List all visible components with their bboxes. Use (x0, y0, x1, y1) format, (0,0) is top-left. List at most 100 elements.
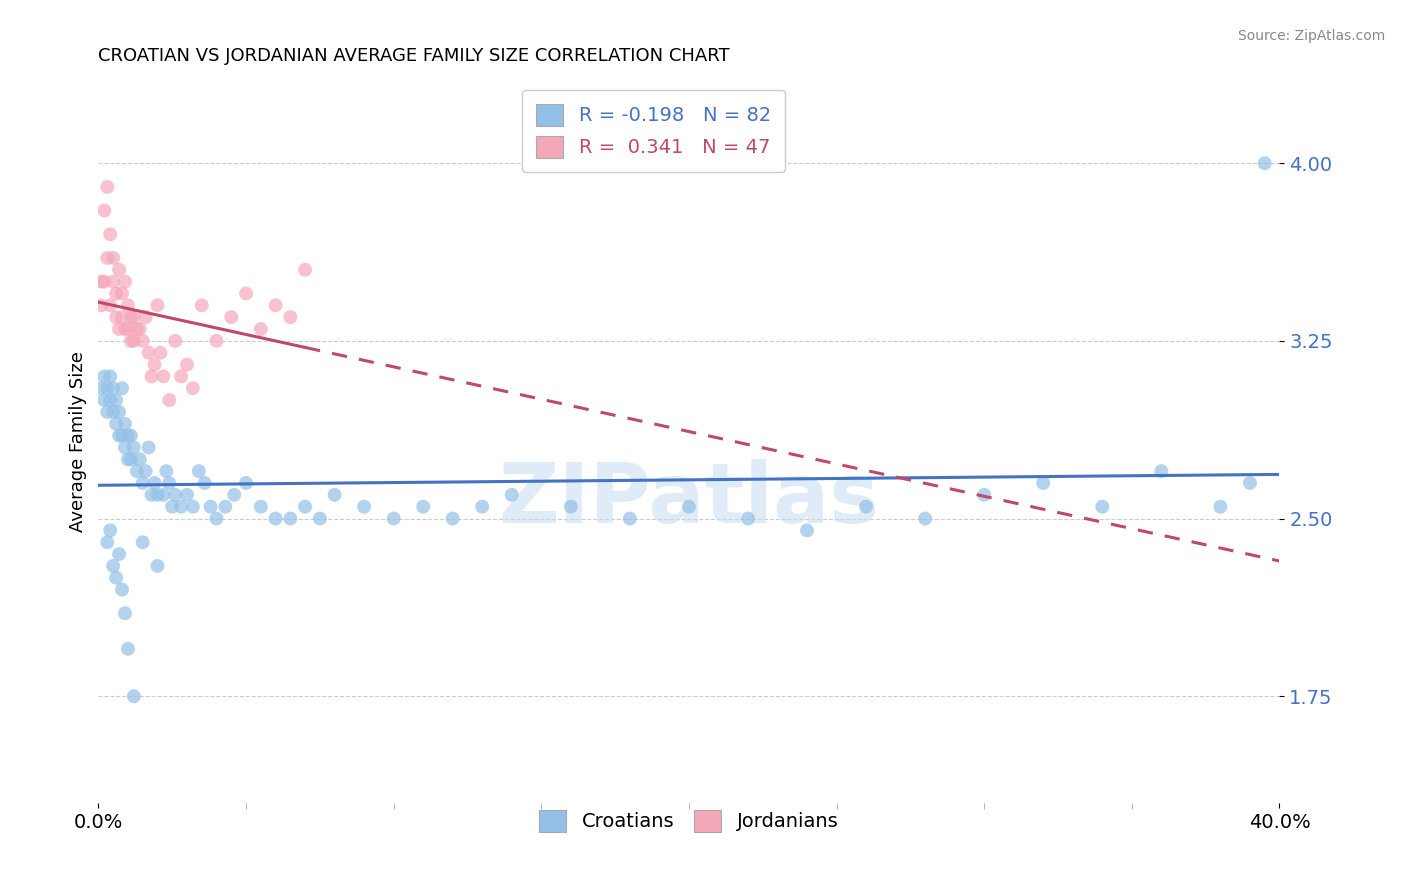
Point (176, 488, 198, 502)
Point (117, 452, 139, 467)
Point (96, 535, 118, 549)
Point (149, 345, 172, 359)
Legend: Croatians, Jordanians: Croatians, Jordanians (527, 797, 851, 844)
Point (143, 358, 166, 372)
Point (221, 310, 243, 325)
Point (111, 310, 134, 325)
Point (280, 310, 302, 325)
Point (135, 310, 157, 325)
Point (165, 488, 187, 502)
Point (141, 488, 163, 502)
Point (441, 511, 464, 525)
Point (143, 475, 166, 490)
Point (138, 345, 160, 359)
Point (120, 452, 142, 467)
Point (973, 488, 995, 502)
Point (96, 381, 118, 395)
Point (1032, 475, 1054, 490)
Point (128, 322, 150, 336)
Point (132, 334, 155, 348)
Point (108, 405, 131, 419)
Point (114, 607, 136, 621)
Point (205, 511, 228, 525)
Point (98, 369, 121, 384)
Point (309, 511, 332, 525)
Point (98, 227, 121, 242)
Point (250, 322, 273, 336)
Point (280, 511, 302, 525)
Point (90, 275, 112, 289)
Point (122, 689, 145, 703)
Point (501, 488, 523, 502)
Point (117, 641, 139, 656)
Point (114, 417, 136, 431)
Point (191, 298, 214, 312)
Point (181, 381, 204, 395)
Point (152, 369, 174, 384)
Point (125, 464, 148, 478)
Text: Source: ZipAtlas.com: Source: ZipAtlas.com (1237, 29, 1385, 44)
Point (353, 500, 375, 514)
Point (96, 180, 118, 194)
Point (224, 488, 246, 502)
Point (165, 334, 187, 348)
Point (96, 251, 118, 265)
Point (1239, 475, 1261, 490)
Point (170, 369, 193, 384)
Point (114, 275, 136, 289)
Point (117, 428, 139, 442)
Point (93, 203, 115, 218)
Point (471, 500, 494, 514)
Point (108, 428, 131, 442)
Point (122, 334, 145, 348)
Point (108, 262, 131, 277)
Point (111, 428, 134, 442)
Point (914, 511, 936, 525)
Point (122, 310, 145, 325)
Point (105, 286, 128, 301)
Point (678, 500, 700, 514)
Point (105, 393, 128, 408)
Point (98, 524, 121, 538)
Point (120, 334, 142, 348)
Point (187, 464, 209, 478)
Point (264, 298, 287, 312)
Point (120, 428, 142, 442)
Point (114, 441, 136, 455)
Point (103, 275, 125, 289)
Point (146, 558, 169, 573)
Point (1150, 464, 1173, 478)
Point (93, 393, 115, 408)
Point (264, 511, 287, 525)
Point (157, 393, 180, 408)
Point (205, 334, 228, 348)
Text: ZIPatlas: ZIPatlas (499, 458, 879, 540)
Point (117, 298, 139, 312)
Point (98, 298, 121, 312)
Point (105, 310, 128, 325)
Point (128, 452, 150, 467)
Point (93, 275, 115, 289)
Text: CROATIAN VS JORDANIAN AVERAGE FAMILY SIZE CORRELATION CHART: CROATIAN VS JORDANIAN AVERAGE FAMILY SIZ… (98, 47, 730, 65)
Point (111, 582, 134, 597)
Point (1209, 500, 1232, 514)
Point (176, 358, 198, 372)
Point (98, 393, 121, 408)
Point (90, 381, 112, 395)
Point (103, 405, 125, 419)
Point (796, 524, 818, 538)
Point (122, 441, 145, 455)
Point (855, 500, 877, 514)
Point (93, 369, 115, 384)
Point (105, 571, 128, 585)
Point (412, 500, 434, 514)
Point (1254, 156, 1277, 170)
Point (138, 441, 160, 455)
Point (146, 488, 169, 502)
Point (152, 488, 174, 502)
Point (105, 417, 128, 431)
Point (103, 251, 125, 265)
Point (323, 488, 346, 502)
Point (96, 405, 118, 419)
Point (132, 535, 155, 549)
